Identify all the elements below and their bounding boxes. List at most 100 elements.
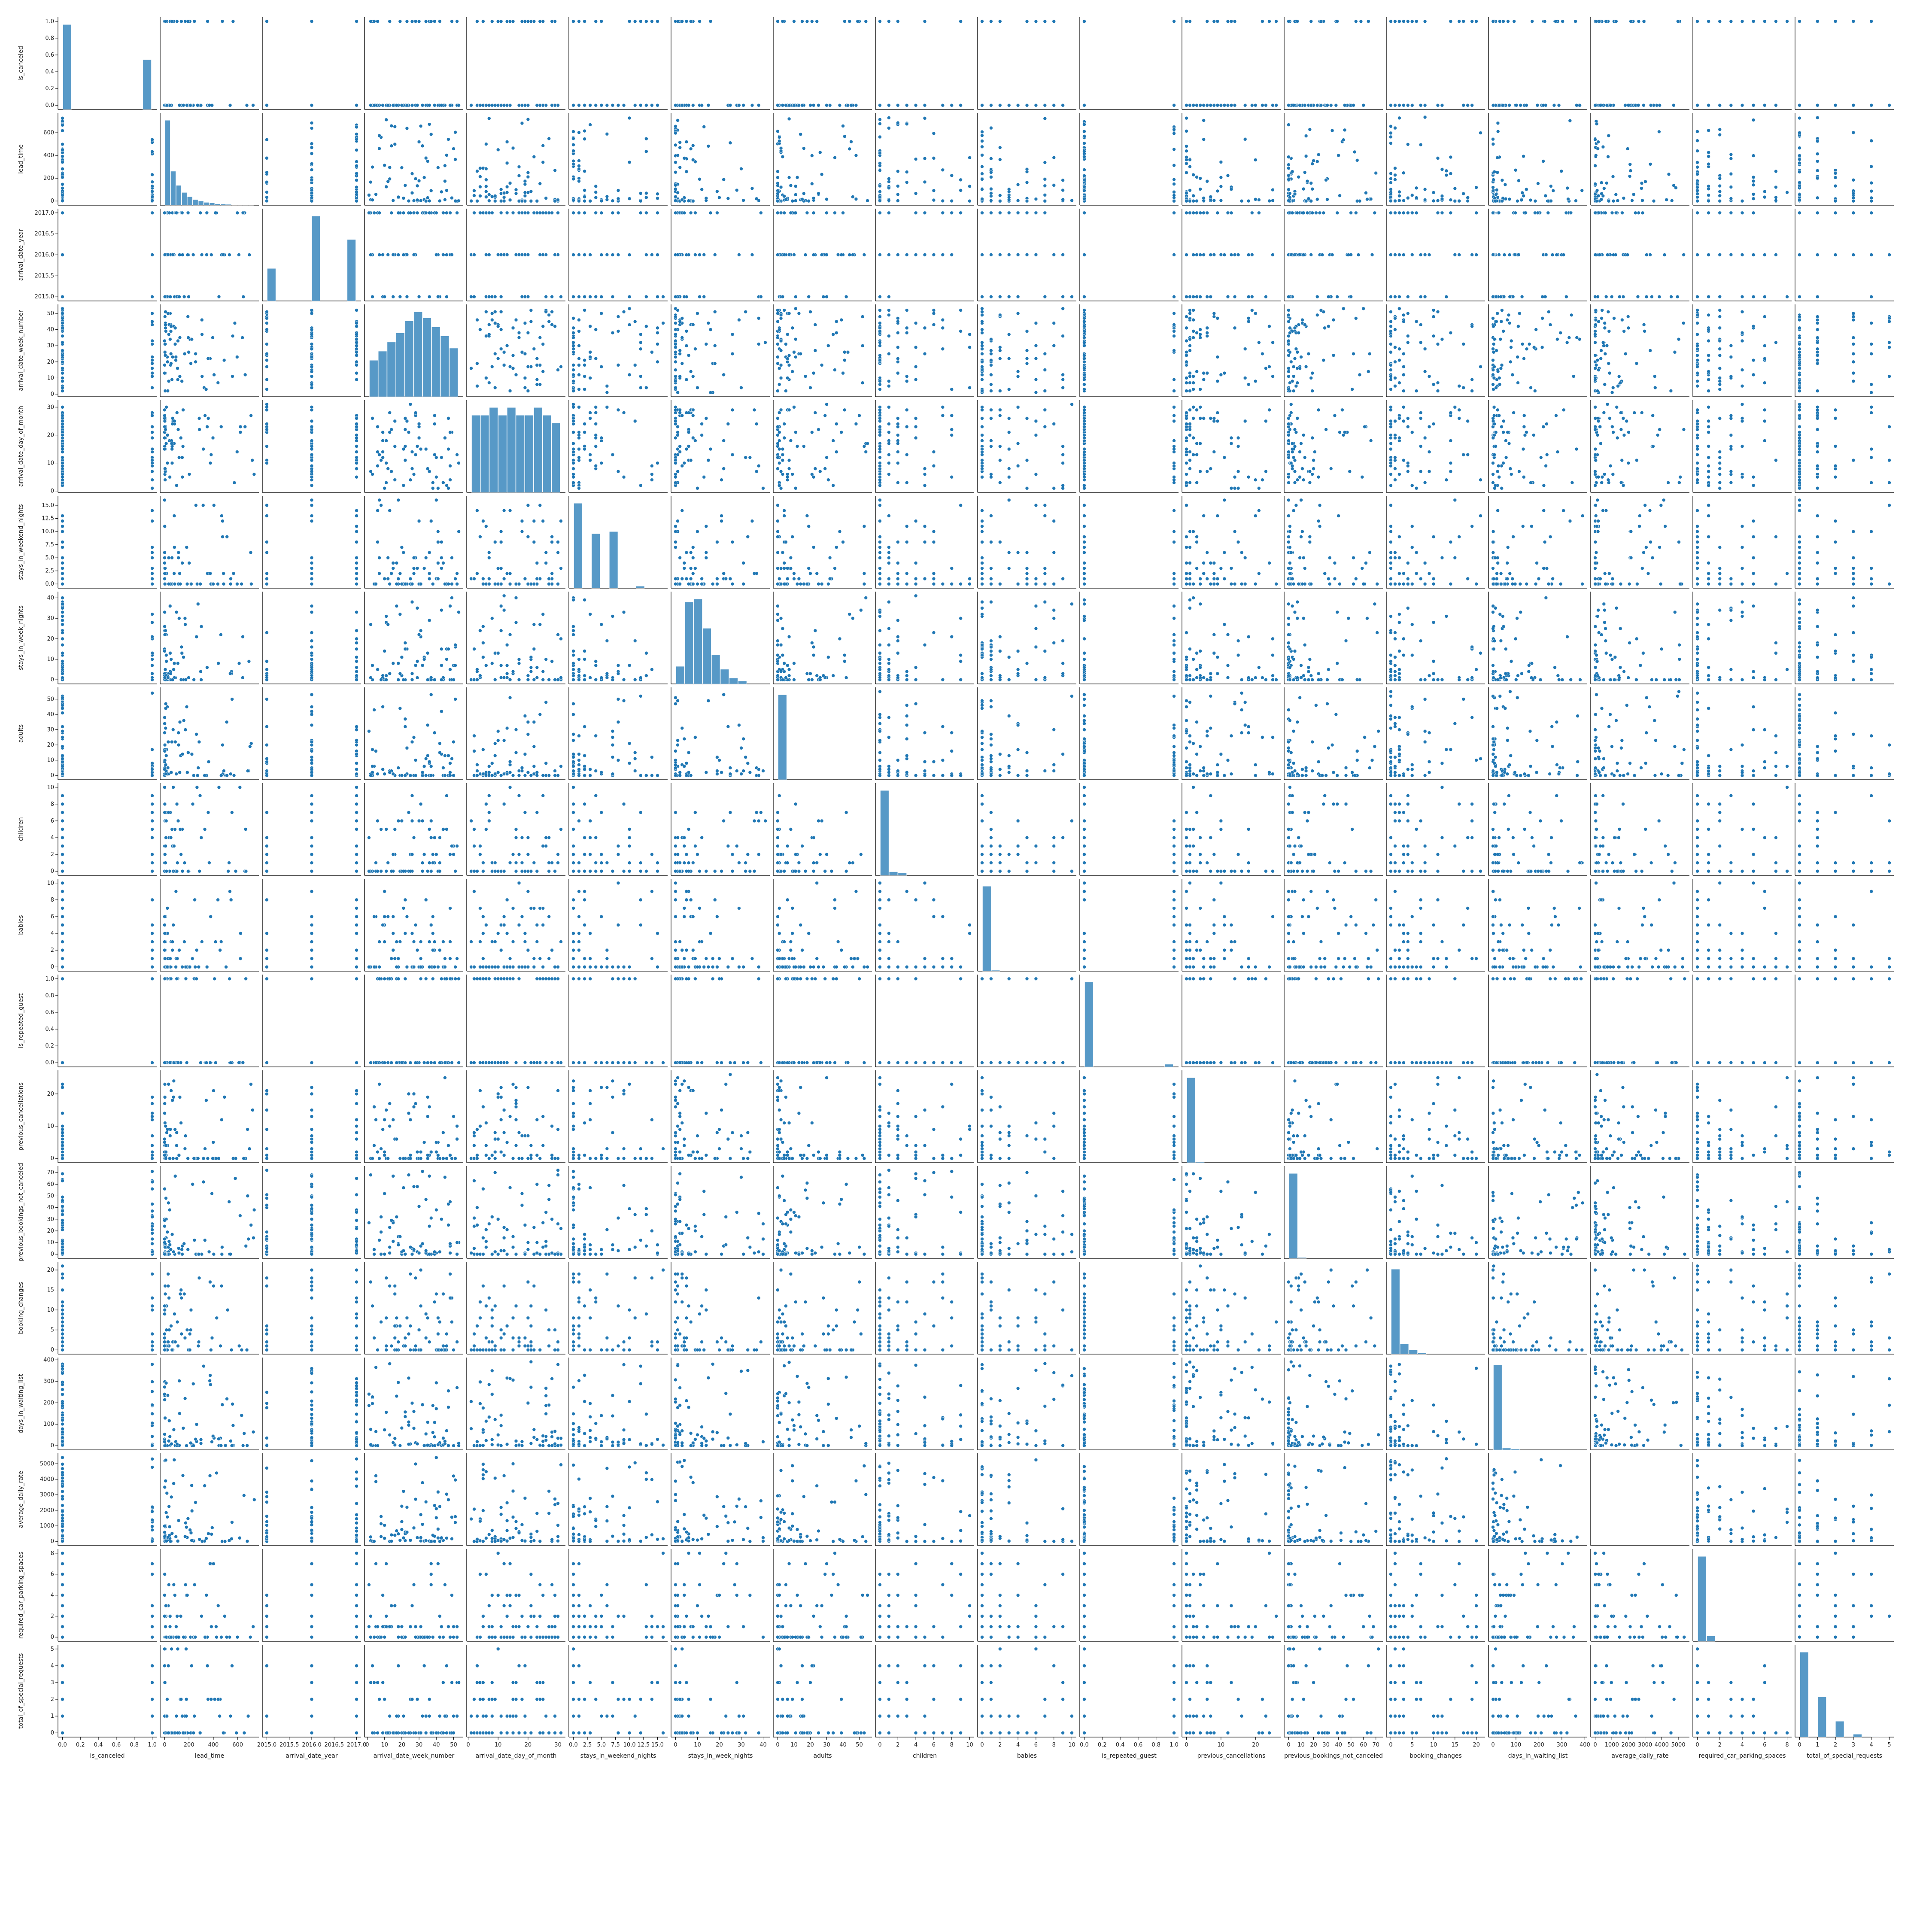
scatter-point	[980, 211, 984, 215]
scatter-point	[417, 20, 421, 23]
scatter-point	[1304, 155, 1308, 158]
scatter-point	[1557, 103, 1561, 107]
scatter-point	[1605, 181, 1608, 185]
scatter-point	[1338, 194, 1342, 197]
scatter-point	[1816, 20, 1819, 23]
scatter-point	[1423, 188, 1427, 191]
scatter-point	[1729, 20, 1733, 23]
scatter-point	[450, 253, 453, 257]
scatter-point	[1016, 211, 1020, 215]
scatter-point	[914, 158, 917, 161]
scatter-point	[1498, 253, 1501, 257]
scatter-point	[950, 253, 954, 257]
scatter-point	[783, 253, 786, 257]
scatter-point	[1291, 211, 1294, 215]
y-tick-label: 0.4	[45, 69, 54, 75]
scatter-point	[1707, 194, 1710, 197]
scatter-point	[617, 103, 620, 107]
scatter-point	[1389, 295, 1392, 298]
scatter-point	[932, 132, 936, 135]
scatter-point	[1389, 20, 1392, 23]
scatter-point	[1718, 177, 1722, 180]
scatter-point	[428, 211, 431, 215]
y-tick-label: 0.2	[45, 85, 54, 92]
scatter-point	[169, 295, 172, 298]
scatter-point	[523, 194, 527, 197]
scatter-point	[571, 177, 575, 181]
scatter-point	[1852, 199, 1855, 203]
scatter-point	[1440, 211, 1444, 215]
scatter-point	[1025, 253, 1029, 257]
scatter-point	[392, 295, 395, 298]
scatter-point	[405, 253, 409, 257]
scatter-point	[685, 20, 688, 23]
scatter-point	[878, 295, 881, 298]
scatter-point	[1665, 198, 1668, 201]
scatter-point	[698, 253, 702, 257]
scatter-point	[412, 211, 416, 215]
scatter-point	[1233, 103, 1236, 107]
scatter-point	[941, 211, 945, 215]
scatter-point	[1173, 132, 1176, 135]
scatter-point	[787, 103, 791, 107]
scatter-point	[1302, 211, 1305, 215]
scatter-point	[600, 20, 603, 23]
scatter-point	[1202, 196, 1206, 200]
scatter-point	[776, 20, 779, 23]
scatter-point	[896, 170, 899, 173]
hist-bar	[193, 200, 198, 205]
scatter-point	[1852, 131, 1855, 134]
scatter-point	[526, 171, 530, 174]
scatter-point	[369, 253, 372, 257]
scatter-point	[397, 195, 400, 199]
scatter-point	[1834, 20, 1837, 23]
scatter-point	[1271, 103, 1275, 107]
scatter-point	[1600, 192, 1604, 195]
scatter-point	[1676, 20, 1680, 23]
scatter-point	[1354, 20, 1358, 23]
scatter-point	[1389, 195, 1392, 199]
scatter-point	[206, 20, 210, 23]
scatter-point	[151, 150, 154, 153]
scatter-point	[1402, 211, 1405, 215]
scatter-point	[265, 20, 268, 23]
scatter-point	[1752, 197, 1755, 200]
scatter-point	[600, 103, 603, 107]
scatter-point	[1185, 162, 1188, 165]
scatter-point	[1707, 20, 1710, 23]
scatter-point	[553, 253, 557, 257]
scatter-point	[151, 211, 154, 215]
scatter-point	[1334, 103, 1338, 107]
scatter-point	[776, 192, 779, 195]
scatter-point	[571, 130, 575, 134]
scatter-point	[469, 295, 473, 298]
scatter-point	[878, 211, 881, 215]
scatter-point	[378, 211, 381, 215]
scatter-point	[1729, 172, 1733, 176]
scatter-point	[508, 103, 512, 107]
scatter-point	[163, 211, 166, 215]
scatter-point	[807, 199, 811, 203]
scatter-point	[923, 157, 927, 160]
scatter-point	[1525, 103, 1528, 107]
scatter-point	[905, 103, 908, 107]
scatter-point	[1580, 189, 1584, 192]
scatter-point	[1397, 194, 1401, 197]
scatter-point	[726, 197, 730, 200]
hist-bar	[267, 268, 276, 301]
scatter-point	[1658, 103, 1662, 107]
scatter-point	[980, 153, 984, 157]
scatter-point	[676, 253, 680, 257]
scatter-point	[1402, 20, 1405, 23]
scatter-point	[676, 191, 680, 194]
scatter-point	[1315, 160, 1319, 163]
scatter-point	[1541, 159, 1545, 163]
scatter-point	[1594, 154, 1598, 157]
scatter-point	[310, 178, 313, 182]
scatter-point	[739, 167, 743, 170]
scatter-point	[896, 199, 899, 203]
scatter-point	[1695, 139, 1699, 143]
scatter-point	[1082, 174, 1086, 177]
scatter-point	[1774, 185, 1777, 189]
scatter-point	[1531, 20, 1534, 23]
